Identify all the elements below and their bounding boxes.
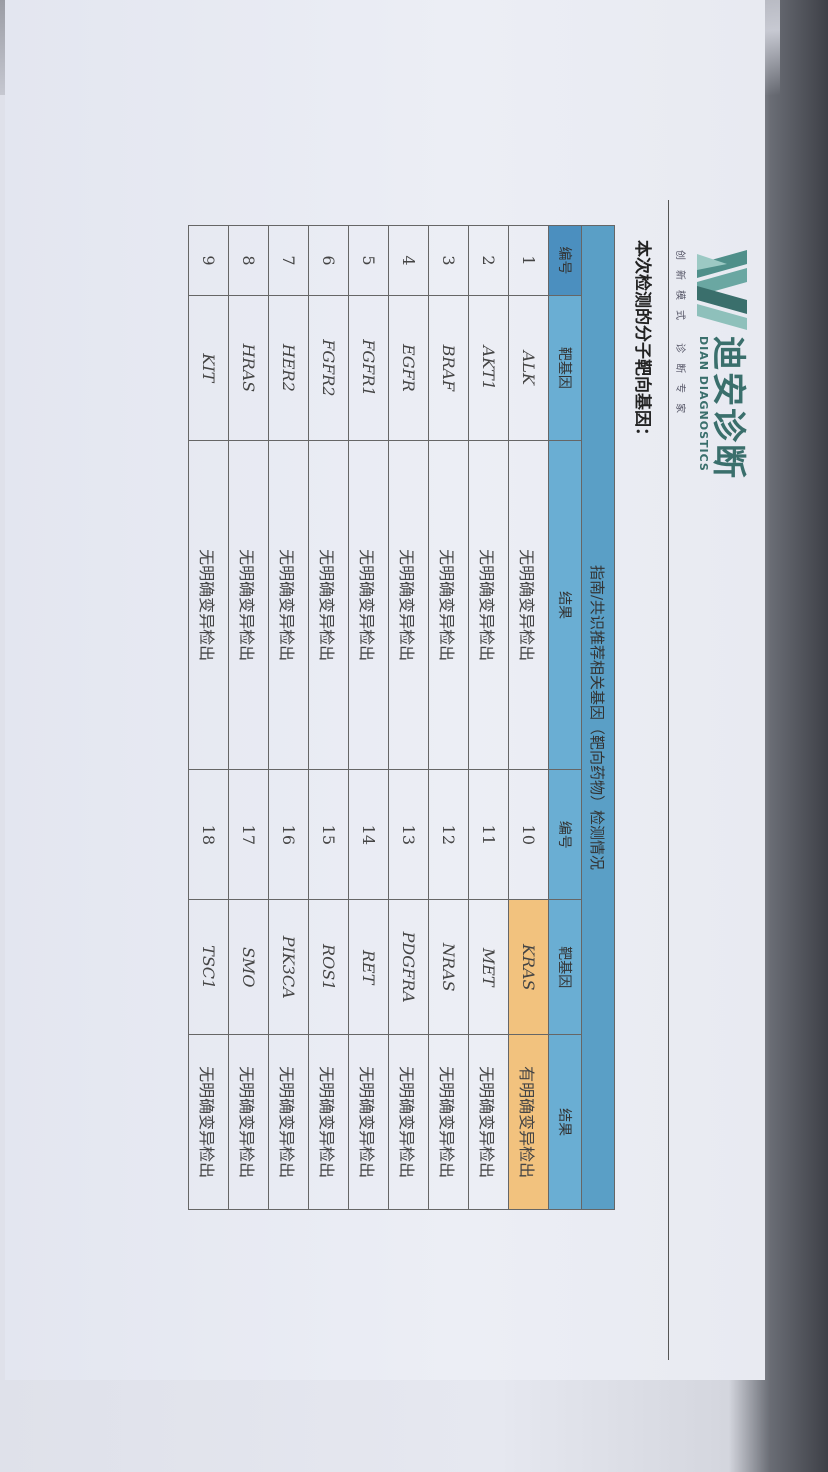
table-row: 7 HER2 无明确变异检出 16 PIK3CA 无明确变异检出	[268, 225, 309, 1210]
cell-result: 无明确变异检出	[428, 1034, 469, 1210]
cell-result: 无明确变异检出	[188, 1034, 229, 1210]
cell-gene: KRAS	[508, 899, 549, 1035]
cell-result: 无明确变异检出	[228, 1034, 269, 1210]
table-row: 9 KIT 无明确变异检出 18 TSC1 无明确变异检出	[188, 225, 229, 1210]
cell-gene: BRAF	[428, 295, 469, 441]
table-row: 2 AKT1 无明确变异检出 11 MET 无明确变异检出	[468, 225, 509, 1210]
cell-gene: RET	[348, 899, 389, 1035]
cell-result: 无明确变异检出	[348, 1034, 389, 1210]
cell-no: 16	[268, 769, 309, 900]
cell-gene: TSC1	[188, 899, 229, 1035]
cell-gene: MET	[468, 899, 509, 1035]
cell-result: 无明确变异检出	[268, 440, 309, 770]
logo-name-cn: 迪安诊断	[708, 336, 749, 480]
cell-result: 无明确变异检出	[468, 440, 509, 770]
column-header: 编号	[548, 769, 582, 900]
cell-result: 无明确变异检出	[388, 440, 429, 770]
cell-result: 无明确变异检出	[308, 440, 349, 770]
table-caption: 指南/共识推荐相关基因（靶向药物）检测情况	[581, 225, 615, 1210]
cell-no: 9	[188, 225, 229, 296]
cell-gene: HER2	[268, 295, 309, 441]
cell-no: 11	[468, 769, 509, 900]
slogan: 创新模式 诊断专家	[674, 250, 685, 424]
cell-no: 18	[188, 769, 229, 900]
cell-gene: SMO	[228, 899, 269, 1035]
table-row: 8 HRAS 无明确变异检出 17 SMO 无明确变异检出	[228, 225, 269, 1210]
column-header: 靶基因	[548, 899, 582, 1035]
cell-no: 4	[388, 225, 429, 296]
cell-gene: HRAS	[228, 295, 269, 441]
gene-results-table: 指南/共识推荐相关基因（靶向药物）检测情况 编号 靶基因 结果 编号 靶基因 结果 1 AL…	[188, 225, 615, 1210]
cell-no: 2	[468, 225, 509, 296]
cell-result: 无明确变异检出	[508, 440, 549, 770]
divider	[668, 200, 669, 1360]
cell-no: 8	[228, 225, 269, 296]
cell-no: 5	[348, 225, 389, 296]
section-title: 本次检测的分子靶向基因：	[632, 240, 652, 444]
logo-mark-icon	[697, 250, 747, 330]
cell-no: 7	[268, 225, 309, 296]
table-row: 4 EGFR 无明确变异检出 13 PDGFRA 无明确变异检出	[388, 225, 429, 1210]
cell-result: 无明确变异检出	[468, 1034, 509, 1210]
cell-gene: FGFR1	[348, 295, 389, 441]
cell-no: 1	[508, 225, 549, 296]
cell-gene: KIT	[188, 295, 229, 441]
cell-gene: ALK	[508, 295, 549, 441]
cell-result: 无明确变异检出	[428, 440, 469, 770]
column-header: 编号	[548, 225, 582, 296]
cell-no: 12	[428, 769, 469, 900]
cell-result: 有明确变异检出	[508, 1034, 549, 1210]
cell-result: 无明确变异检出	[228, 440, 269, 770]
table-row: 6 FGFR2 无明确变异检出 15 ROS1 无明确变异检出	[308, 225, 349, 1210]
cell-no: 17	[228, 769, 269, 900]
cell-gene: PDGFRA	[388, 899, 429, 1035]
cell-result: 无明确变异检出	[348, 440, 389, 770]
cell-gene: NRAS	[428, 899, 469, 1035]
table-row: 5 FGFR1 无明确变异检出 14 RET 无明确变异检出	[348, 225, 389, 1210]
cell-gene: AKT1	[468, 295, 509, 441]
column-header: 结果	[548, 1034, 582, 1210]
cell-gene: FGFR2	[308, 295, 349, 441]
column-header: 结果	[548, 440, 582, 770]
logo-name-en: DIAN DIAGNOSTICS	[697, 336, 711, 472]
report-page: 迪安诊断 DIAN DIAGNOSTICS 创新模式 诊断专家 本次检测的分子靶…	[5, 0, 765, 1380]
cell-result: 无明确变异检出	[388, 1034, 429, 1210]
cell-no: 13	[388, 769, 429, 900]
company-logo: 迪安诊断 DIAN DIAGNOSTICS	[697, 250, 749, 480]
cell-no: 10	[508, 769, 549, 900]
cell-result: 无明确变异检出	[188, 440, 229, 770]
cell-no: 14	[348, 769, 389, 900]
table-row: 3 BRAF 无明确变异检出 12 NRAS 无明确变异检出	[428, 225, 469, 1210]
table-row: 1 ALK 无明确变异检出 10 KRAS 有明确变异检出	[508, 225, 549, 1210]
cell-gene: PIK3CA	[268, 899, 309, 1035]
cell-gene: ROS1	[308, 899, 349, 1035]
cell-result: 无明确变异检出	[268, 1034, 309, 1210]
cell-result: 无明确变异检出	[308, 1034, 349, 1210]
cell-no: 15	[308, 769, 349, 900]
column-header: 靶基因	[548, 295, 582, 441]
cell-no: 6	[308, 225, 349, 296]
cell-gene: EGFR	[388, 295, 429, 441]
cell-no: 3	[428, 225, 469, 296]
